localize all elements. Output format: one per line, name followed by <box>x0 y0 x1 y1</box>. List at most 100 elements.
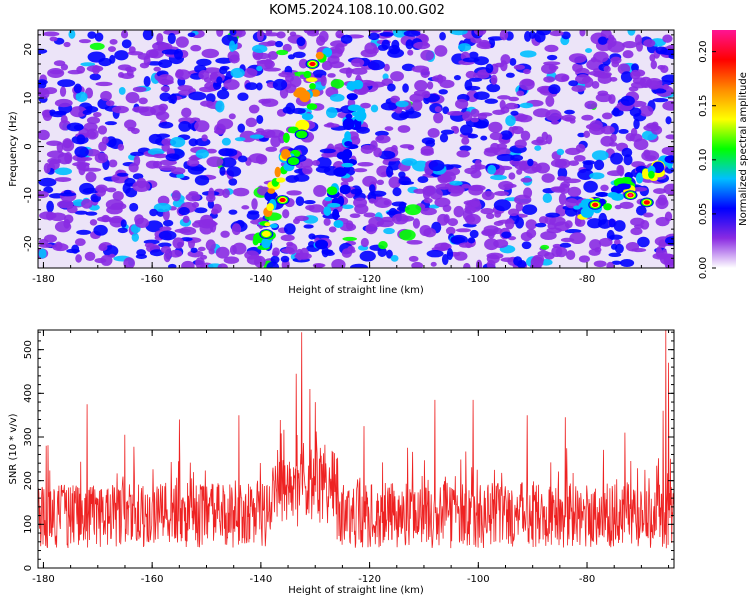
heatmap-cell <box>191 201 200 208</box>
y-tick-label: 500 <box>23 340 34 359</box>
ridge-cell <box>648 170 655 179</box>
heatmap-cell <box>157 42 173 52</box>
heatmap-cell <box>420 207 437 216</box>
ridge-cell <box>266 203 274 212</box>
heatmap-cell <box>350 188 363 195</box>
ridge-cell <box>283 132 290 143</box>
heatmap-cell <box>190 166 207 172</box>
snr-frame <box>37 329 675 569</box>
heatmap-cell <box>625 242 640 252</box>
heatmap-cell <box>493 199 512 212</box>
heatmap-cell <box>111 105 129 114</box>
heatmap-cell <box>354 203 369 215</box>
heatmap-cell <box>614 243 624 254</box>
heatmap-cell <box>178 120 192 132</box>
heatmap-cell <box>117 64 132 71</box>
heatmap-cell <box>360 102 371 109</box>
heatmap-cell <box>377 247 387 257</box>
heatmap-cell <box>362 175 378 187</box>
y-tick-label: 10 <box>23 92 34 105</box>
heatmap-cell <box>241 205 250 210</box>
ridge-cell <box>264 222 271 227</box>
heatmap-cell <box>561 114 576 122</box>
heatmap-cell <box>195 149 209 159</box>
heatmap-cell <box>505 72 515 78</box>
ridge-cell <box>274 166 281 178</box>
heatmap-cell <box>347 245 355 253</box>
heatmap-cell <box>591 150 609 161</box>
heatmap-cell <box>181 107 192 118</box>
heatmap-cell <box>487 164 497 175</box>
heatmap-cell <box>349 213 361 218</box>
snr-ticks: -180 -160 -140 -120 -100 -80 0 100 200 300 400 500 <box>23 330 674 585</box>
heatmap-cell <box>153 202 172 213</box>
heatmap-cell <box>565 250 576 261</box>
heatmap-cell <box>303 199 316 205</box>
heatmap-cell <box>609 77 618 82</box>
heatmap-cell <box>325 106 338 119</box>
heatmap-cell <box>421 91 431 99</box>
ridge-cell <box>324 196 332 202</box>
heatmap-cell <box>223 79 240 90</box>
heatmap-cell <box>76 155 87 164</box>
heatmap-cell <box>535 162 550 174</box>
heatmap-cell <box>380 102 398 111</box>
heatmap-cell <box>195 257 205 268</box>
heatmap-cell <box>187 250 204 258</box>
heatmap-cell <box>266 261 280 268</box>
heatmap-cell <box>521 241 532 250</box>
heatmap-cell <box>265 146 278 152</box>
heatmap-cell <box>121 39 132 49</box>
heatmap-cell <box>38 248 47 259</box>
heatmap-cell <box>390 71 404 82</box>
snr-xlabel: Height of straight line (km) <box>288 585 424 596</box>
heatmap-cell <box>158 230 177 241</box>
colorbar-label: Normalized spectral amplitude <box>738 72 749 226</box>
heatmap-cell <box>244 250 260 260</box>
heatmap-cell <box>619 258 635 268</box>
heatmap-cell <box>387 83 396 92</box>
heatmap-cell <box>95 81 113 87</box>
heatmap-cell <box>577 168 594 181</box>
heatmap-cell <box>630 81 648 89</box>
heatmap-cell <box>455 228 472 233</box>
heatmap-cell <box>316 156 332 169</box>
heatmap-cell <box>472 72 490 80</box>
heatmap-cell <box>129 202 139 212</box>
heatmap-cell <box>185 192 201 202</box>
heatmap-cell <box>390 254 399 262</box>
heatmap-cell <box>545 212 560 218</box>
heatmap-cell <box>404 204 422 216</box>
heatmap-cell <box>662 100 674 111</box>
heatmap-peak <box>643 200 650 205</box>
heatmap-cell <box>465 215 476 223</box>
ridge-cell <box>603 203 612 211</box>
heatmap-cell <box>583 180 598 193</box>
heatmap-cell <box>145 220 164 233</box>
heatmap-cell <box>248 153 267 164</box>
heatmap-cell <box>197 246 206 252</box>
spectrogram-ylabel: Frequency (Hz) <box>8 111 19 187</box>
heatmap-cell <box>245 117 257 128</box>
heatmap-cell <box>80 62 96 67</box>
heatmap-cell <box>327 73 336 78</box>
heatmap-cell <box>74 238 86 246</box>
heatmap-cell <box>548 84 561 95</box>
heatmap-cell <box>369 184 376 193</box>
heatmap-cell <box>292 51 306 59</box>
heatmap-cell <box>38 177 57 187</box>
heatmap-cell <box>598 212 607 225</box>
heatmap-cell <box>263 32 281 37</box>
heatmap-cell <box>48 158 60 171</box>
heatmap-cell <box>511 126 524 135</box>
heatmap-cell <box>534 145 542 151</box>
heatmap-cell <box>480 135 488 141</box>
heatmap-cell <box>237 123 246 133</box>
heatmap-cell <box>43 162 51 174</box>
heatmap-cell <box>504 218 515 230</box>
heatmap-cell <box>411 261 424 268</box>
heatmap-cell <box>600 184 609 192</box>
heatmap-peak <box>592 202 599 208</box>
heatmap-cell <box>206 148 217 154</box>
